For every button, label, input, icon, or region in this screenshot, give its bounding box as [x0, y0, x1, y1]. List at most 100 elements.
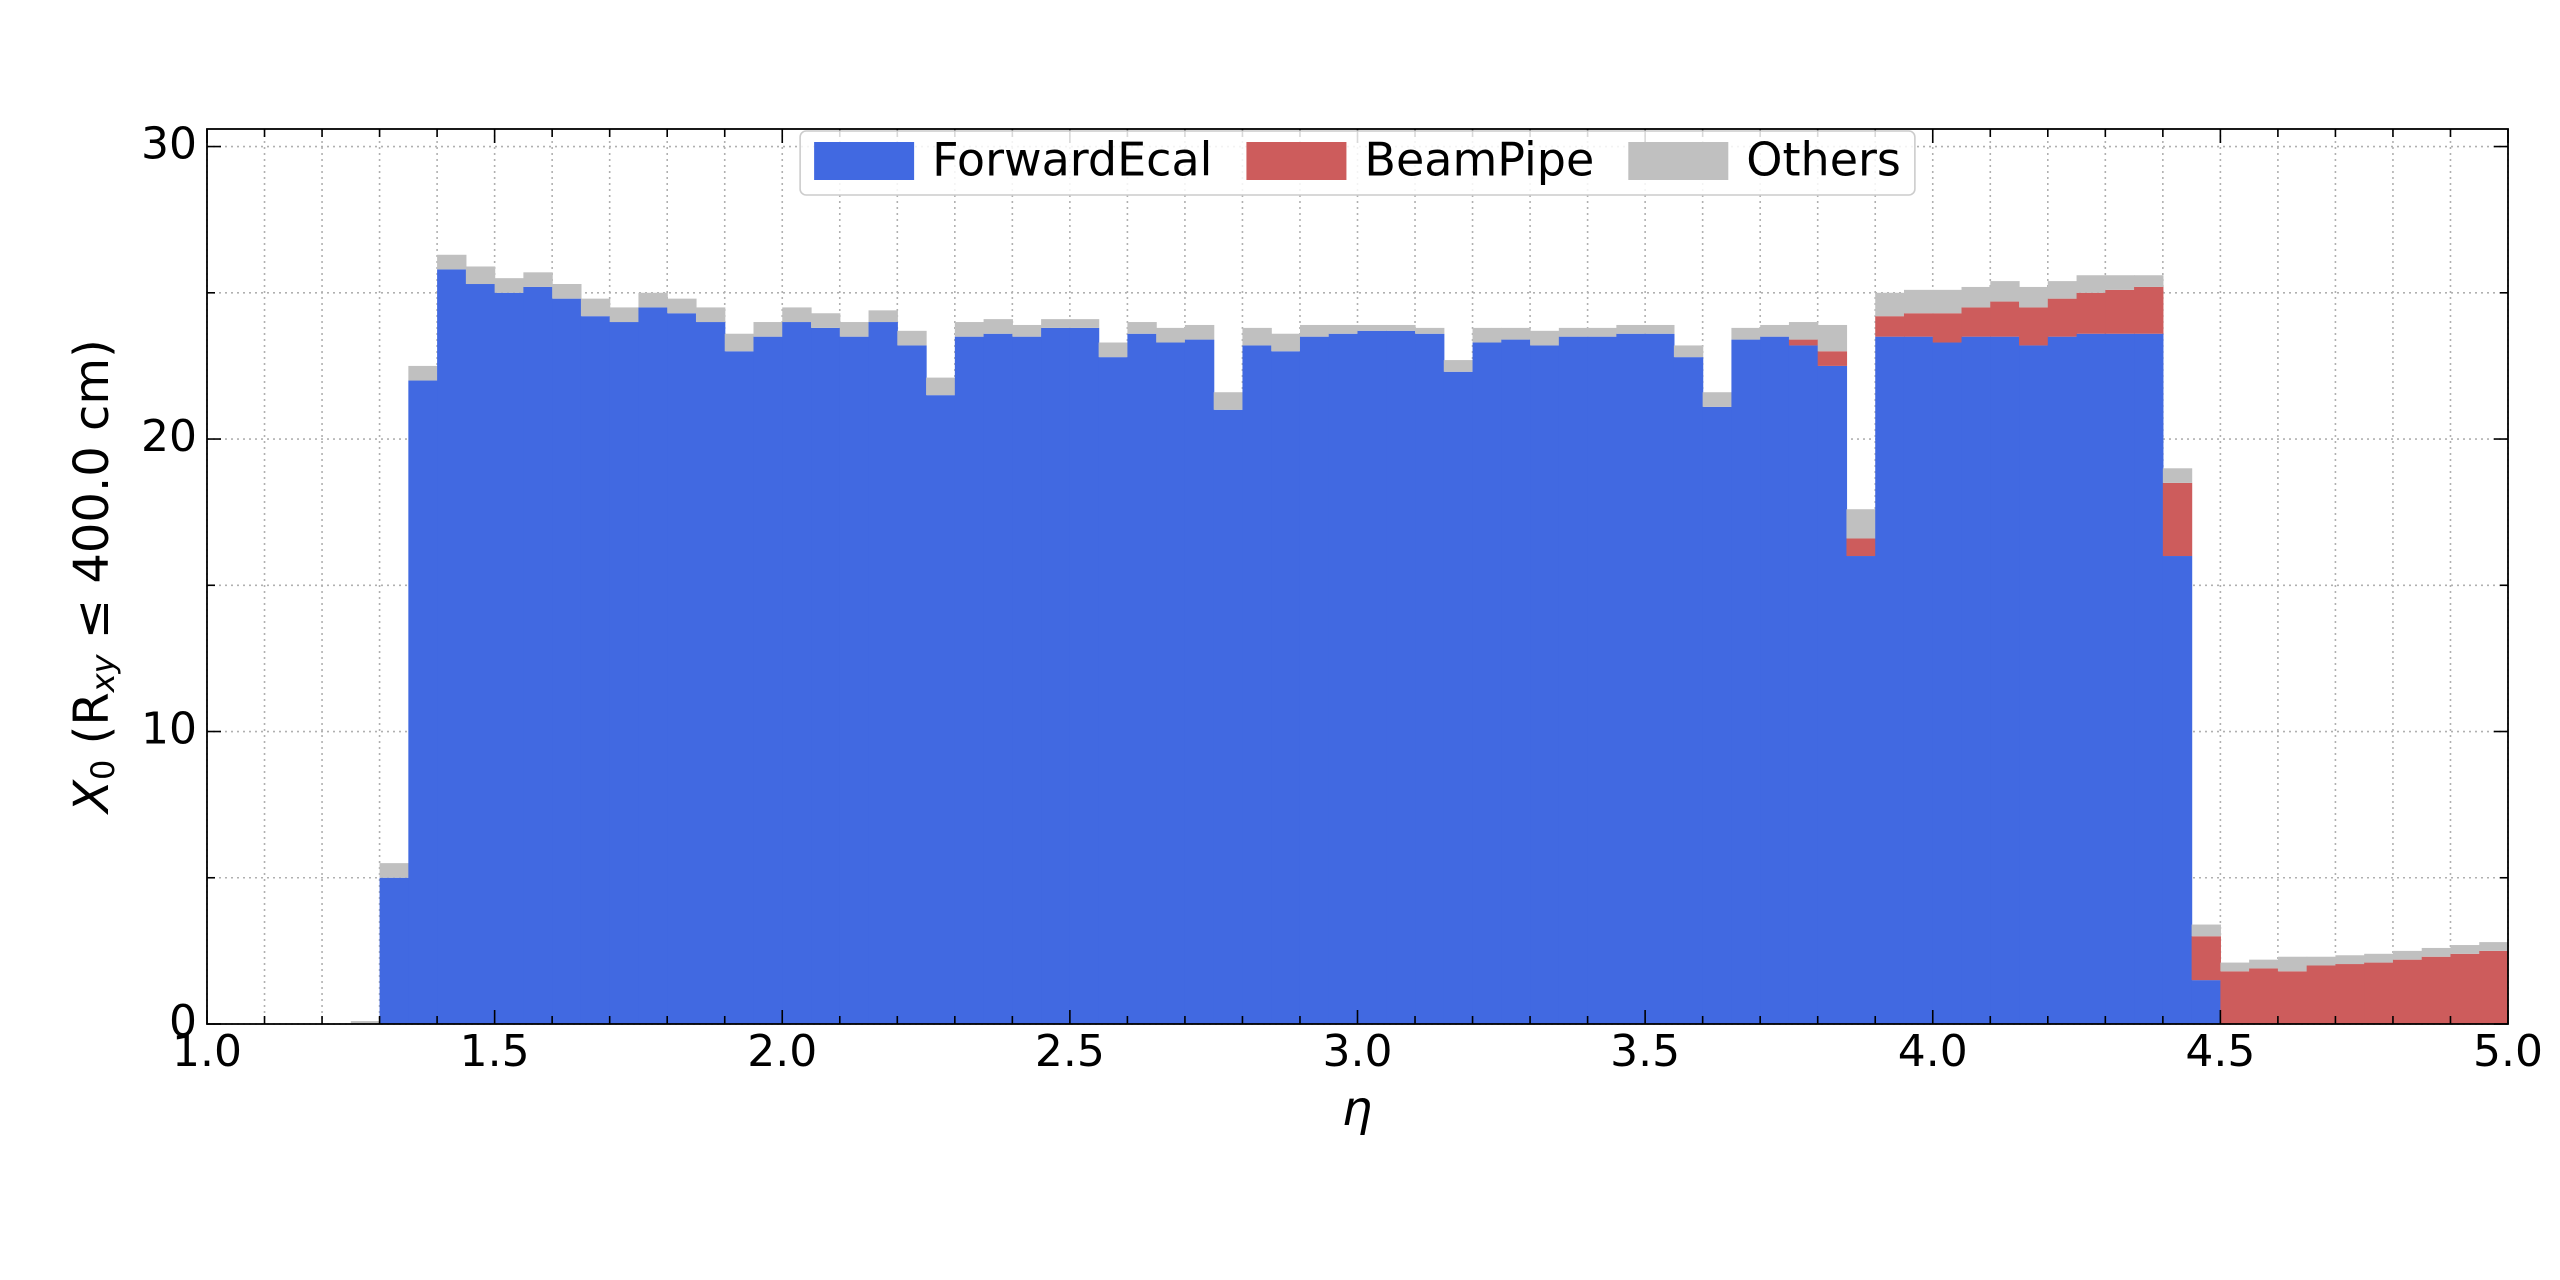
- histogram-bar: [2134, 286, 2164, 334]
- y-axis-label-part: ≤ 400.0 cm): [64, 339, 120, 654]
- histogram-bar: [465, 284, 496, 1024]
- x-tick-label: 3.0: [1323, 1026, 1393, 1077]
- histogram-bar: [2306, 965, 2337, 1024]
- histogram-bar: [1645, 333, 1675, 1025]
- legend-swatch: [1628, 142, 1729, 180]
- histogram-bar: [437, 254, 467, 270]
- histogram-bar: [1846, 509, 1876, 539]
- histogram-bar: [1875, 292, 1905, 317]
- histogram-bar: [2479, 950, 2509, 1024]
- histogram-bar: [782, 307, 812, 323]
- histogram-bar: [638, 292, 668, 308]
- histogram-bar: [2191, 924, 2221, 937]
- histogram-bar: [897, 330, 927, 346]
- y-axis-label-part: X: [64, 779, 120, 816]
- histogram-bar: [667, 313, 697, 1024]
- histogram-bar: [2134, 333, 2164, 1025]
- histogram-bar: [2076, 292, 2106, 334]
- histogram-bar: [1012, 336, 1042, 1024]
- histogram-bar: [695, 322, 726, 1025]
- histogram-bar: [1328, 324, 1359, 334]
- histogram-bar: [1386, 330, 1416, 1024]
- histogram-bar: [1299, 336, 1330, 1024]
- histogram-bar: [926, 395, 956, 1024]
- histogram-bar: [1357, 324, 1387, 331]
- histogram-bar: [1156, 327, 1186, 343]
- histogram-bar: [408, 365, 438, 381]
- histogram-bar: [2191, 936, 2221, 981]
- histogram-bar: [2450, 953, 2480, 1024]
- x-axis-label: η: [1342, 1081, 1372, 1137]
- histogram-bar: [2306, 956, 2337, 966]
- histogram-bar: [1702, 406, 1733, 1024]
- histogram-bar: [523, 272, 553, 287]
- histogram-bar: [2220, 971, 2250, 1024]
- histogram-bar: [1875, 316, 1905, 337]
- histogram-bar: [2047, 281, 2078, 299]
- histogram-bar: [1846, 538, 1876, 557]
- histogram-bar: [2335, 964, 2365, 1024]
- histogram-bar: [1702, 392, 1733, 407]
- histogram-bar: [1846, 556, 1876, 1024]
- y-tick-label: 10: [141, 704, 197, 755]
- histogram-bar: [580, 316, 611, 1024]
- histogram-bar: [2277, 971, 2308, 1024]
- histogram-bar: [1328, 333, 1359, 1025]
- histogram-bar: [724, 351, 755, 1024]
- y-axis-label-part: (R: [64, 692, 120, 759]
- plot-frame: [206, 128, 2509, 1025]
- histogram-bar: [350, 1021, 381, 1024]
- histogram-bar: [2277, 956, 2308, 972]
- histogram-bar: [1760, 336, 1790, 1024]
- histogram-bar: [2047, 298, 2078, 337]
- histogram-bar: [1673, 345, 1704, 358]
- histogram-bar: [379, 877, 409, 1024]
- x-tick-label: 2.5: [1035, 1026, 1105, 1077]
- histogram-bar: [926, 377, 956, 396]
- histogram-bar: [695, 307, 726, 323]
- histogram-bar: [2134, 275, 2164, 287]
- histogram-bar: [1415, 333, 1445, 1025]
- histogram-bar: [1041, 327, 1071, 1024]
- x-tick-label: 3.5: [1610, 1026, 1680, 1077]
- histogram-bar: [2162, 556, 2193, 1024]
- histogram-bar: [2076, 333, 2106, 1025]
- histogram-bar: [1788, 322, 1819, 340]
- histogram-bar: [1098, 357, 1128, 1024]
- histogram-bar: [437, 269, 467, 1024]
- histogram-bar: [1357, 330, 1387, 1024]
- histogram-bar: [1817, 365, 1848, 1025]
- histogram-bar: [523, 286, 553, 1024]
- x-tick-label: 5.0: [2473, 1026, 2543, 1077]
- histogram-bar: [1673, 357, 1704, 1024]
- histogram-bar: [1501, 327, 1531, 340]
- histogram-bar: [1616, 333, 1646, 1025]
- histogram-bar: [2191, 980, 2221, 1024]
- histogram-bar: [494, 278, 524, 293]
- histogram-bar: [1990, 301, 2020, 337]
- histogram-bar: [1156, 342, 1186, 1024]
- histogram-bar: [1242, 327, 1272, 346]
- histogram-bar: [2421, 956, 2452, 1024]
- histogram-bar: [1415, 327, 1445, 334]
- histogram-bar: [724, 333, 755, 352]
- histogram-bar: [465, 266, 496, 285]
- y-tick-label: 30: [141, 119, 197, 170]
- histogram-bar: [408, 380, 438, 1024]
- histogram-bar: [552, 298, 582, 1025]
- histogram-bar: [2047, 336, 2078, 1024]
- histogram-bar: [2421, 947, 2452, 957]
- histogram-bar: [2162, 468, 2193, 483]
- histogram-bar: [2220, 962, 2250, 972]
- histogram-bar: [2450, 945, 2480, 954]
- histogram-bar: [1501, 339, 1531, 1024]
- histogram-bar: [1903, 336, 1934, 1024]
- histogram-bar: [2335, 955, 2365, 965]
- histogram-bar: [1760, 324, 1790, 337]
- histogram-bar: [2249, 959, 2279, 969]
- histogram-bar: [1127, 333, 1157, 1025]
- y-tick-label: 20: [141, 411, 197, 462]
- x-tick-label: 4.5: [2185, 1026, 2255, 1077]
- histogram-bar: [1184, 339, 1215, 1024]
